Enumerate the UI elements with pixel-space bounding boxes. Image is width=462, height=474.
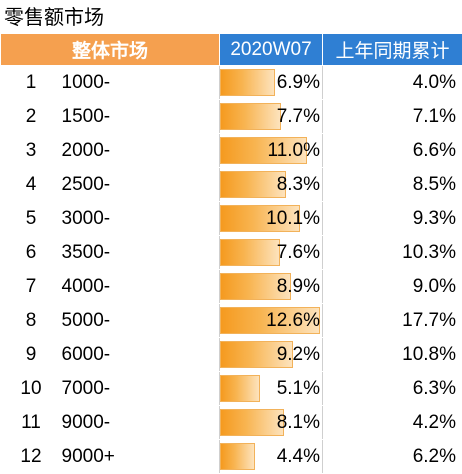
price-segment-cell: 9000- [62,406,220,440]
week-share-cell: 6.9% [220,66,323,100]
rank-cell: 12 [1,440,62,474]
price-segment-cell: 2500- [62,168,220,202]
ytd-share-cell: 9.3% [323,202,462,236]
week-share-cell: 4.4% [220,440,323,474]
ytd-share-cell: 7.1% [323,100,462,134]
week-share-value: 9.2% [277,338,320,371]
ytd-share-cell: 6.2% [323,440,462,474]
price-segment-cell: 3000- [62,202,220,236]
ytd-share-cell: 8.5% [323,168,462,202]
table-header-row: 整体市场 2020W07 上年同期累计 [1,34,462,66]
rank-cell: 11 [1,406,62,440]
ytd-share-cell: 9.0% [323,270,462,304]
header-ytd[interactable]: 上年同期累计 [323,34,462,66]
page-title: 零售额市场 [4,3,104,31]
ytd-share-cell: 6.6% [323,134,462,168]
week-share-value: 8.3% [277,168,320,201]
week-share-bar [220,103,281,130]
rank-cell: 4 [1,168,62,202]
week-share-cell: 9.2% [220,338,323,372]
week-share-cell: 8.1% [220,406,323,440]
week-share-bar [220,69,275,96]
week-share-cell: 7.6% [220,236,323,270]
rank-cell: 7 [1,270,62,304]
ytd-share-cell: 6.3% [323,372,462,406]
week-share-bar [220,443,255,470]
price-segment-cell: 5000- [62,304,220,338]
price-segment-cell: 6000- [62,338,220,372]
ytd-share-cell: 4.2% [323,406,462,440]
week-share-value: 8.9% [277,270,320,303]
price-segment-cell: 7000- [62,372,220,406]
week-share-value: 4.4% [277,440,320,473]
ytd-share-cell: 10.3% [323,236,462,270]
week-share-value: 11.0% [268,134,320,167]
week-share-value: 12.6% [266,304,320,337]
price-segment-cell: 4000- [62,270,220,304]
rank-cell: 2 [1,100,62,134]
week-share-bar [220,409,284,436]
week-share-value: 5.1% [277,372,320,405]
week-share-bar [220,239,280,266]
price-segment-cell: 1500- [62,100,220,134]
week-share-cell: 10.1% [220,202,323,236]
rank-cell: 9 [1,338,62,372]
ytd-share-cell: 10.8% [323,338,462,372]
week-share-value: 8.1% [277,406,320,439]
ytd-share-cell: 4.0% [323,66,462,100]
week-share-value: 10.1% [266,202,320,235]
rank-cell: 5 [1,202,62,236]
week-share-bar [220,375,260,402]
ytd-share-cell: 17.7% [323,304,462,338]
week-share-value: 7.6% [277,236,320,269]
week-share-cell: 5.1% [220,372,323,406]
week-share-cell: 8.3% [220,168,323,202]
price-segment-cell: 3500- [62,236,220,270]
week-share-value: 6.9% [277,66,320,99]
week-share-cell: 11.0% [220,134,323,168]
rank-cell: 8 [1,304,62,338]
price-segment-cell: 9000+ [62,440,220,474]
week-share-cell: 12.6% [220,304,323,338]
header-market[interactable]: 整体市场 [1,34,220,66]
header-week[interactable]: 2020W07 [220,34,323,66]
rank-cell: 3 [1,134,62,168]
price-segment-cell: 2000- [62,134,220,168]
price-segment-cell: 1000- [62,66,220,100]
rank-cell: 6 [1,236,62,270]
week-share-cell: 7.7% [220,100,323,134]
rank-cell: 10 [1,372,62,406]
week-share-value: 7.7% [277,100,320,133]
rank-cell: 1 [1,66,62,100]
week-share-cell: 8.9% [220,270,323,304]
